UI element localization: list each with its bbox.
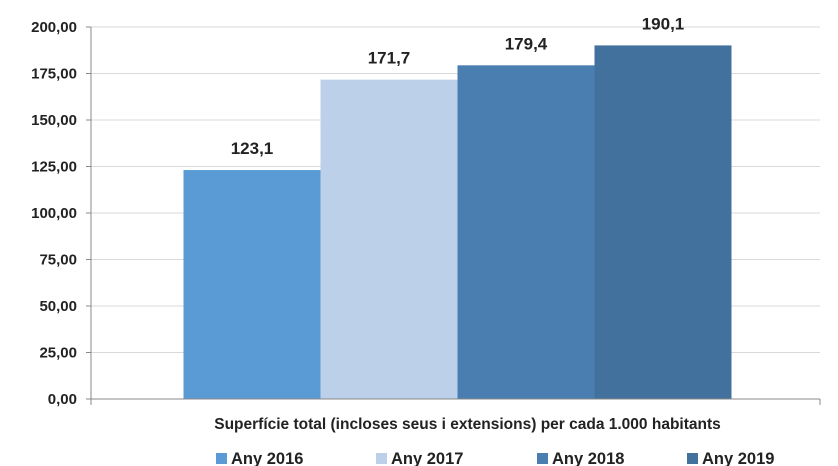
legend-swatch [376,453,387,464]
data-label: 190,1 [642,14,685,33]
y-tick-label: 75,00 [39,252,77,269]
bar-any-2019 [594,45,732,399]
legend: Any 2016 Any 2017 Any 2018 Any 2019 [216,450,774,466]
y-tick-label: 25,00 [39,345,77,362]
legend-swatch [537,453,548,464]
legend-label: Any 2016 [231,450,303,466]
x-axis-label: Superfície total (incloses seus i extens… [214,416,721,433]
data-labels: 123,1 171,7 179,4 190,1 [231,14,685,158]
legend-swatch [687,453,698,464]
y-tick-label: 150,00 [31,112,77,129]
data-label: 179,4 [505,34,548,53]
bar-any-2016 [183,170,321,399]
bar-any-2017 [320,79,458,399]
y-tick-label: 200,00 [31,19,77,36]
y-tick-label: 0,00 [48,391,77,408]
legend-swatch [216,453,227,464]
data-label: 171,7 [368,49,411,68]
legend-label: Any 2018 [552,450,624,466]
bars [183,45,732,399]
y-tick-label: 50,00 [39,298,77,315]
y-tick-label: 125,00 [31,159,77,176]
legend-label: Any 2017 [391,450,463,466]
y-tick-label: 100,00 [31,205,77,222]
y-axis-ticks: 0,00 25,00 50,00 75,00 100,00 125,00 150,00 175… [31,19,91,408]
legend-label: Any 2019 [702,450,774,466]
y-tick-label: 175,00 [31,66,77,83]
data-label: 123,1 [231,139,274,158]
bar-any-2018 [457,65,595,399]
